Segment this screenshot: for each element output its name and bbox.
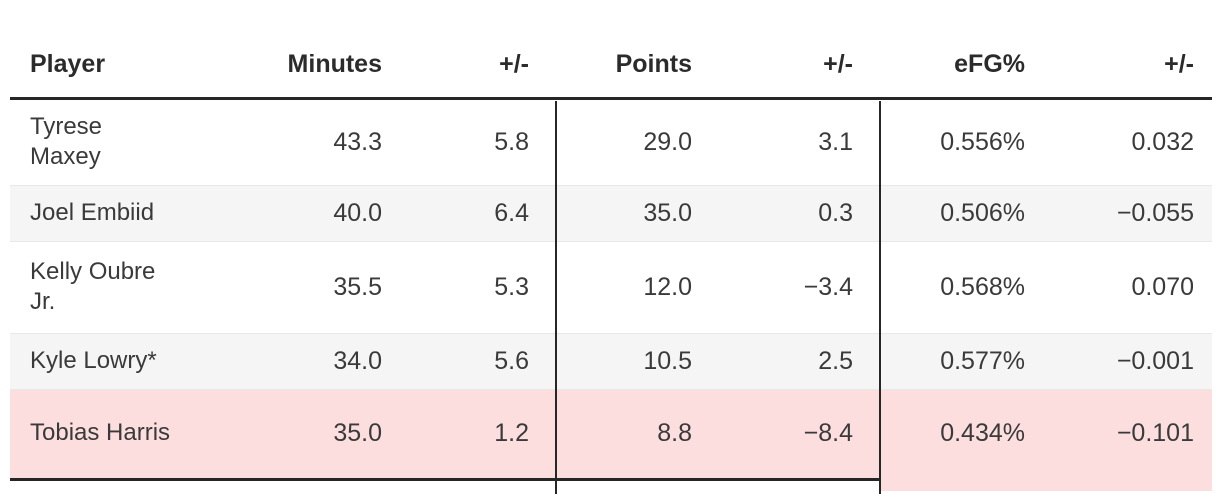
minutes-cell: 43.3 [333, 127, 382, 156]
points-cell: 29.0 [643, 127, 692, 156]
player-name: Kelly Oubre Jr. [30, 258, 156, 315]
column-header-efg: eFG% [881, 40, 1053, 100]
player-name-cell: Tyrese Maxey [10, 98, 280, 185]
table-row: Kyle Lowry* 34.0 5.6 10.5 2.5 0.577% −0.… [10, 332, 1212, 389]
column-header-minutes-plusminus: +/- [410, 40, 557, 100]
table-row: Joel Embiid 40.0 6.4 35.0 0.3 0.506% −0.… [10, 184, 1212, 241]
column-header-player: Player [10, 40, 280, 100]
efg-cell: 0.434% [881, 388, 1053, 491]
efg-pm-cell: 0.032 [1131, 127, 1194, 156]
player-name: Tobias Harris [30, 419, 171, 447]
minutes-pm-cell: 5.3 [410, 240, 557, 333]
player-name-cell: Kyle Lowry* [10, 332, 280, 389]
player-name-cell: Kelly Oubre Jr. [10, 240, 280, 333]
minutes-pm-cell: 6.4 [410, 184, 557, 241]
minutes-cell: 35.0 [280, 388, 410, 491]
column-header-minutes: Minutes [280, 40, 410, 100]
efg-cell: 0.556% [940, 127, 1025, 156]
table-bottom-rule [10, 478, 881, 481]
points-cell: 10.5 [557, 332, 720, 389]
table-row: Kelly Oubre Jr. 35.5 5.3 12.0 −3.4 0.568… [10, 240, 1212, 333]
player-name: Tyrese Maxey [30, 113, 103, 170]
efg-pm-cell: 0.070 [1053, 240, 1212, 333]
player-name: Joel Embiid [30, 199, 155, 226]
efg-cell: 0.577% [881, 332, 1053, 389]
points-pm-cell: 3.1 [818, 127, 853, 156]
table-row-highlighted: Tobias Harris 35.0 1.2 8.8 −8.4 0.434% −… [10, 388, 1212, 491]
minutes-cell: 40.0 [280, 184, 410, 241]
table-header: Player Minutes +/- Points +/- eFG% +/- [10, 40, 1212, 100]
points-cell: 12.0 [557, 240, 720, 333]
minutes-cell: 34.0 [280, 332, 410, 389]
player-stats-table: Player Minutes +/- Points +/- eFG% +/- T… [10, 40, 1212, 491]
efg-pm-cell: −0.001 [1053, 332, 1212, 389]
player-name: Kyle Lowry* [30, 347, 157, 374]
points-cell: 35.0 [557, 184, 720, 241]
minutes-pm-cell: 5.8 [494, 127, 529, 156]
points-pm-cell: 2.5 [720, 332, 881, 389]
header-row: Player Minutes +/- Points +/- eFG% +/- [10, 40, 1212, 100]
bottom-crop-mask [0, 481, 881, 494]
minutes-cell: 35.5 [280, 240, 410, 333]
efg-cell: 0.568% [881, 240, 1053, 333]
player-name-cell: Joel Embiid [10, 184, 280, 241]
points-pm-cell: 0.3 [720, 184, 881, 241]
column-header-points-plusminus: +/- [720, 40, 881, 100]
table-row: Tyrese Maxey 43.3 5.8 29.0 3.1 0.556% 0.… [10, 98, 1212, 185]
column-group-divider-1 [555, 101, 557, 494]
points-cell: 8.8 [557, 388, 720, 491]
efg-cell: 0.506% [881, 184, 1053, 241]
player-name-cell: Tobias Harris [10, 388, 280, 491]
column-header-points: Points [557, 40, 720, 100]
efg-pm-cell: −0.101 [1053, 388, 1212, 491]
column-group-divider-2 [879, 101, 881, 494]
minutes-pm-cell: 1.2 [410, 388, 557, 491]
points-pm-cell: −8.4 [720, 388, 881, 491]
column-header-efg-plusminus: +/- [1053, 40, 1212, 100]
points-pm-cell: −3.4 [720, 240, 881, 333]
minutes-pm-cell: 5.6 [410, 332, 557, 389]
efg-pm-cell: −0.055 [1053, 184, 1212, 241]
